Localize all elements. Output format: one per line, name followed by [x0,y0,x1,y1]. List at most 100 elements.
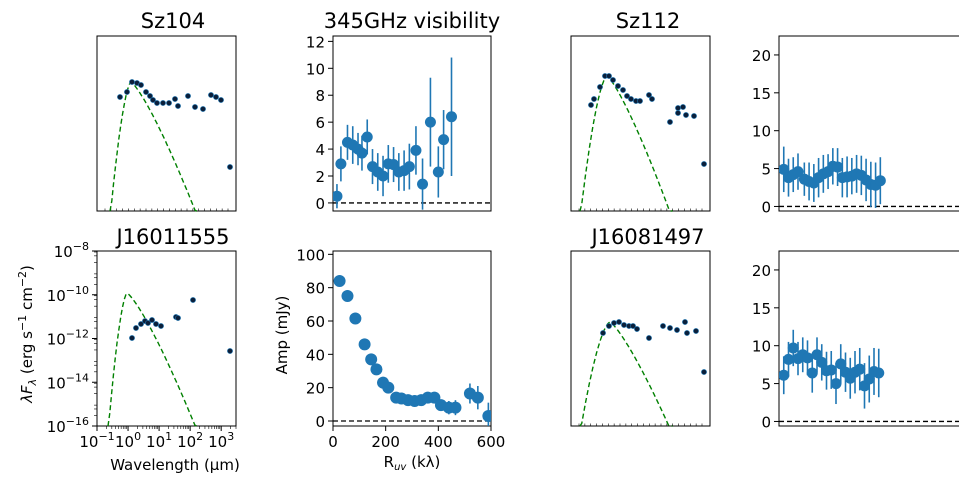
vis-j16081497-y-tick-label: 5 [761,376,771,394]
vis-j16011555-y-tick-label: 80 [306,280,325,298]
sz112-data-point [680,104,686,110]
vis-345ghz-y-tick-label: 2 [315,168,325,186]
vis-j16011555-data-point [365,353,378,366]
vis-345ghz-data-point [410,144,422,156]
sz104-data-point [208,92,214,98]
j16081497-data-point [646,335,652,341]
vis-sz112-data-point [874,175,886,187]
vis-345ghz-data-point [438,134,450,146]
j16081497-data-point [616,319,622,325]
j16081497-data-point [701,369,707,375]
sz112-data-point [588,102,594,108]
vis-345ghz-y-tick-label: 6 [315,114,325,132]
sz104-data-point [227,164,233,170]
vis-345ghz-data-point [333,190,343,202]
vis-j16011555-y-tick-label: 40 [306,346,325,364]
sz112-data-point [591,96,597,102]
sz112-data-point [649,96,655,102]
sz112-data-point [615,83,621,89]
vis-j16011555-data-point [341,290,354,302]
vis-j16081497-y-tick-label: 10 [752,338,771,356]
sz104-data-point [213,94,219,100]
sz104-data-point [150,97,156,103]
vis-345ghz-data-point [432,166,444,178]
j16081497-data-point [682,319,688,325]
j16011555-data-point [227,348,233,354]
sz104-data-point [185,93,191,99]
vis-sz112-y-tick-label: 10 [752,123,771,141]
vis-345ghz-y-tick-label: 10 [306,60,325,78]
j16011555-data-point [129,335,135,341]
vis-sz112-plot-area [779,146,959,208]
vis-j16011555-data-point [333,275,346,287]
sz112-data-point [637,98,643,104]
sz104-frame [96,35,237,212]
j16011555-data-point [138,321,144,327]
vis-j16081497-y-tick-label: 20 [752,262,771,280]
vis-j16081497-data-point [873,367,885,379]
sed-x-tick-label: 103 [208,430,234,451]
sed-x-tick-label: 101 [146,430,172,451]
sz104-data-point [154,100,160,106]
vis-j16011555-data-point [382,381,395,394]
vis-345ghz-y-tick-label: 0 [315,195,325,213]
sz104-data-point [160,100,166,106]
vis-j16011555-y-tick-label: 60 [306,313,325,331]
sz104-data-point [166,100,172,106]
vis-j16081497-data-point [787,342,799,354]
vis-345ghz-plot-area [333,57,491,210]
sed-x-axis-label: Wavelength (μm) [110,456,240,474]
sz112-data-point [667,119,673,125]
vis-345ghz-y-tick-label: 12 [306,33,325,51]
vis-j16011555-data-point [358,338,371,351]
j16081497-data-point [667,325,673,331]
sed-x-tick-label: 102 [177,430,203,451]
sed-x-tick-label: 100 [115,430,141,451]
sz112-data-point [606,73,612,79]
vis-j16081497-data-point [816,356,828,368]
sz112-model-curve [579,75,673,212]
vis-j16081497-y-tick-label: 0 [761,413,771,431]
j16011555-model-curve [107,292,199,427]
j16081497-data-point [611,320,617,326]
sz104-data-point [117,94,123,100]
j16081497-data-point [600,330,606,336]
j16011555-data-point [145,320,151,326]
vis-345ghz-data-point [335,158,347,170]
sed-y-tick-label: 10−10 [47,284,89,305]
sz112-data-point [675,110,681,116]
j16011555-data-point [149,317,155,323]
j16081497-data-point [684,330,690,336]
j16081497-data-point [621,322,627,328]
vis-j16081497-data-point [779,369,790,381]
vis-j16011555-data-point [449,401,462,414]
sz112-data-point [620,87,626,93]
sz112-data-point [675,105,681,111]
vis-345ghz-data-point [377,170,389,182]
j16081497-data-point [674,327,680,333]
vis-sz112-data-point [792,166,804,178]
sed-y-tick-label: 10−16 [47,415,89,436]
vis-j16011555-x-tick-label: 600 [477,433,506,451]
sz104-data-point [218,97,224,103]
sz104-data-point [175,103,181,109]
j16081497-data-point [660,323,666,329]
sz104-data-point [172,96,178,102]
vis-j16081497-data-point [830,378,842,390]
j16011555-data-point [190,297,196,303]
title-j16011555: J16011555 [114,225,229,249]
vis-345ghz-data-point [361,131,373,143]
sed-y-axis-label: λFλ (erg s−1 cm−2) [16,265,39,404]
sz104-data-point [143,89,149,95]
sed-y-tick-label: 10−8 [54,240,89,261]
vis-j16081497-data-point [835,358,847,370]
sed-y-tick-label: 10−14 [47,371,89,392]
vis-j16081497-plot-area [779,329,959,423]
sed-x-tick-label: 10−1 [79,430,114,451]
sz104-data-point [129,79,135,85]
vis-j16011555-y-tick-label: 0 [315,413,325,431]
vis-sz112-frame [778,35,959,212]
vis-345ghz-data-point [356,147,368,159]
vis-j16081497-data-point [825,364,837,376]
